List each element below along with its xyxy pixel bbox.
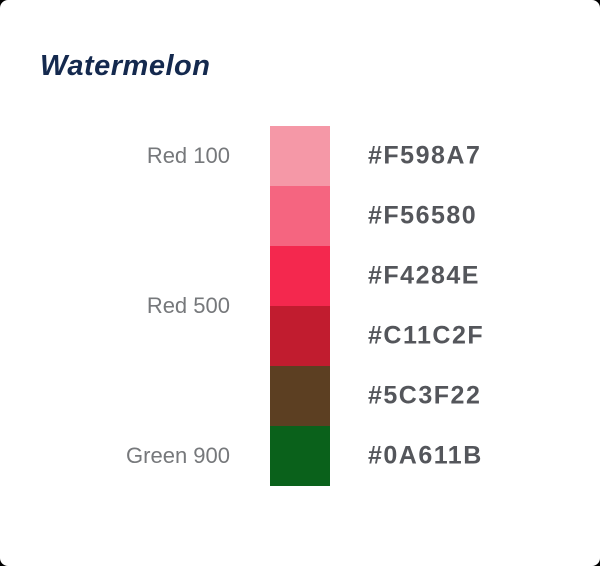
palette-row: Red 100 #F598A7 — [0, 126, 600, 186]
hex-code-label: #F4284E — [368, 261, 480, 290]
shade-name-label: Red 100 — [146, 143, 230, 168]
palette-row: Green 900 #0A611B — [0, 426, 600, 486]
palette-row: Red 500 #C11C2F — [0, 293, 600, 366]
palette-row: #5C3F22 — [0, 366, 600, 426]
shade-name-label: Red 500 — [146, 293, 230, 318]
hex-code-label: #F56580 — [368, 201, 478, 230]
hex-code-label: #C11C2F — [368, 321, 485, 350]
palette-row: #F4284E — [0, 246, 600, 306]
color-swatch — [270, 306, 330, 366]
color-swatch — [270, 426, 330, 486]
palette-row: #F56580 — [0, 186, 600, 246]
color-swatch — [270, 186, 330, 246]
color-palette: Red 100 #F598A7 #F56580 #F4284E Red 500 … — [0, 126, 600, 486]
palette-title: Watermelon — [40, 50, 211, 82]
shade-name-label: Green 900 — [126, 443, 230, 468]
color-swatch — [270, 126, 330, 186]
color-swatch — [270, 366, 330, 426]
color-swatch — [270, 246, 330, 306]
hex-code-label: #F598A7 — [368, 141, 482, 170]
hex-code-label: #0A611B — [368, 441, 483, 470]
hex-code-label: #5C3F22 — [368, 381, 482, 410]
